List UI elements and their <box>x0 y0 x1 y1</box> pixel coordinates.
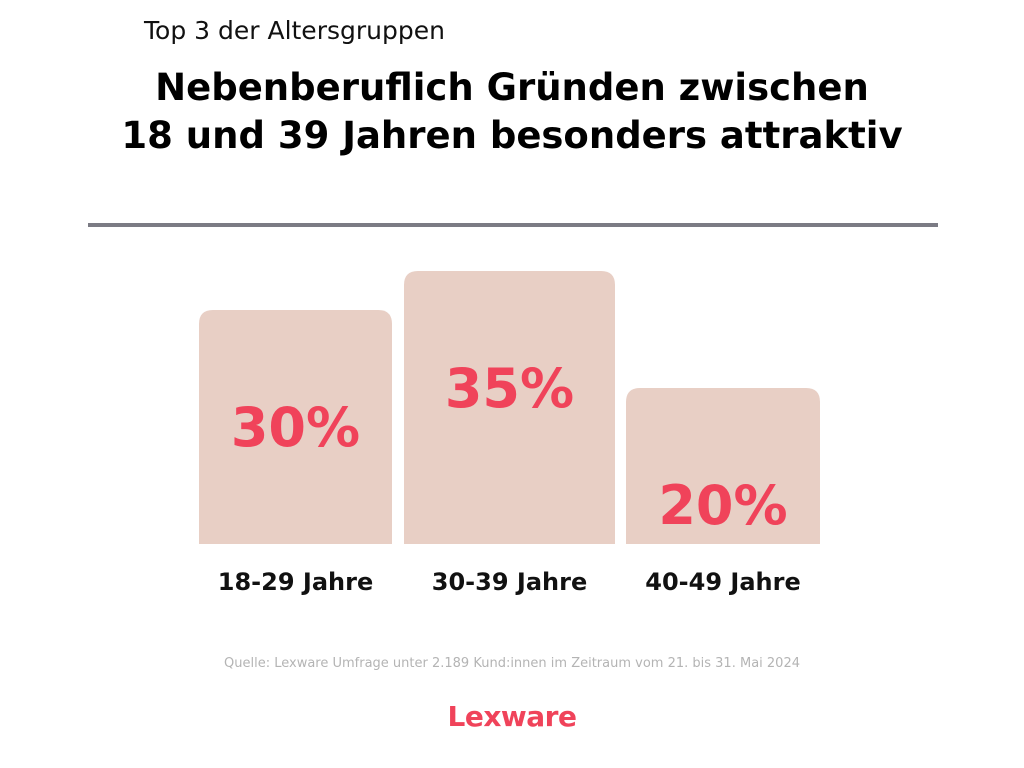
bar-value-label: 35% <box>445 357 574 420</box>
bar-18-29-jahre <box>199 310 392 544</box>
chart-title-line-1: Nebenberuflich Gründen zwischen <box>155 66 869 109</box>
category-label: 40-49 Jahre <box>645 568 800 596</box>
chart-title-line-2: 18 und 39 Jahren besonders attraktiv <box>121 114 903 157</box>
bar-value-label: 20% <box>658 474 787 537</box>
chart-kicker: Top 3 der Altersgruppen <box>144 16 445 45</box>
bar-30-39-jahre <box>404 271 615 544</box>
title-divider <box>88 223 938 227</box>
bar-40-49-jahre <box>626 388 820 544</box>
chart-title: Nebenberuflich Gründen zwischen 18 und 3… <box>0 64 1024 160</box>
lexware-logo: Lexware <box>447 700 577 733</box>
category-label: 30-39 Jahre <box>432 568 587 596</box>
bar-value-label: 30% <box>231 396 360 459</box>
source-note: Quelle: Lexware Umfrage unter 2.189 Kund… <box>224 656 800 671</box>
category-label: 18-29 Jahre <box>218 568 373 596</box>
